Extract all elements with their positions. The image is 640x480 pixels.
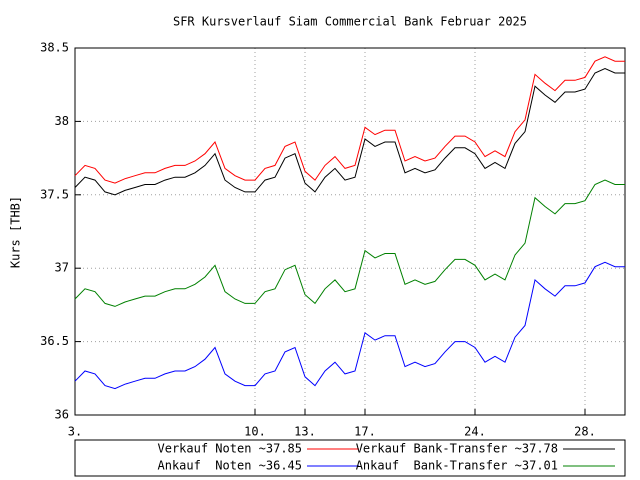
x-tick-label: 28. xyxy=(574,425,596,439)
legend-label: Ankauf Bank-Transfer ~37.01 xyxy=(356,459,558,473)
y-tick-label: 38 xyxy=(55,114,69,128)
series-line xyxy=(74,56,625,184)
x-tick-label: 24. xyxy=(464,425,486,439)
series-line xyxy=(74,261,625,390)
y-tick-label: 36.5 xyxy=(40,334,69,348)
y-axis-label: Kurs [THB] xyxy=(9,196,23,268)
legend-box xyxy=(74,439,626,477)
legend-label: Ankauf Noten ~36.45 xyxy=(158,459,303,473)
chart-title: SFR Kursverlauf Siam Commercial Bank Feb… xyxy=(173,15,527,29)
legend-label: Verkauf Noten ~37.85 xyxy=(158,442,303,456)
x-tick-label: 3. xyxy=(68,425,82,439)
x-tick-label: 17. xyxy=(354,425,376,439)
y-tick-label: 37.5 xyxy=(40,187,69,201)
y-tick-label: 38.5 xyxy=(40,41,69,55)
legend-label: Verkauf Bank-Transfer ~37.78 xyxy=(356,442,558,456)
y-tick-label: 36 xyxy=(55,408,69,422)
plot-frame xyxy=(74,47,626,416)
x-tick-label: 10. xyxy=(244,425,266,439)
series-line xyxy=(74,179,625,307)
series-line xyxy=(74,68,625,196)
y-tick-label: 37 xyxy=(55,261,69,275)
x-tick-label: 13. xyxy=(294,425,316,439)
